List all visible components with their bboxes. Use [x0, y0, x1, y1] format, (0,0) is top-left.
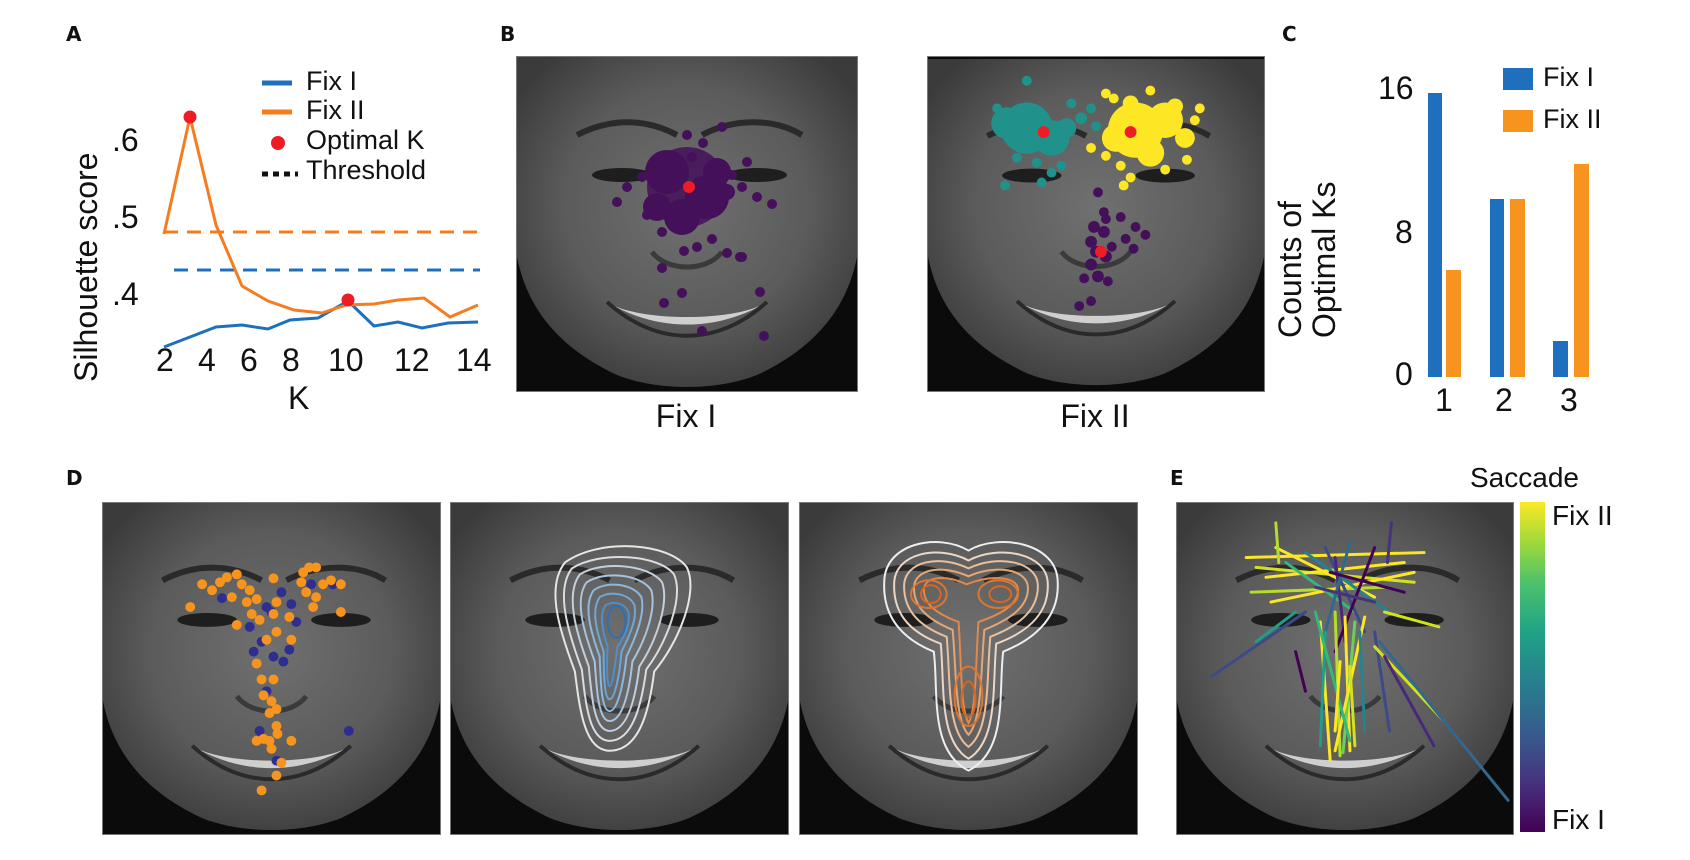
- a-xtick-8: 8: [282, 342, 300, 378]
- a-legend-optimal-k: Optimal K: [306, 125, 425, 155]
- a-xtick-4: 4: [198, 342, 216, 378]
- c-ytick-16: 16: [1378, 70, 1414, 106]
- panel-c-bar-chart: Counts of Optimal Ks 16 8 0 1 2 3 Fix I …: [1272, 40, 1690, 420]
- e-colorbar-title: Saccade: [1470, 462, 1579, 493]
- b-cluster-center: [683, 181, 695, 193]
- a-xtick-12: 12: [394, 342, 430, 378]
- panel-a-silhouette-chart: Silhouette score .6 .5 .4 2 4 6 8 10 12 …: [0, 0, 492, 430]
- c-bar-k2-fix1: [1490, 199, 1504, 377]
- c-bar-k1-fix2: [1446, 270, 1461, 377]
- b-fixation-scatter-fix1: [517, 57, 857, 391]
- c-ytick-8: 8: [1395, 214, 1413, 250]
- panel-label-a: A: [66, 22, 82, 46]
- a-xlabel: K: [288, 380, 310, 416]
- panel-label-c: C: [1282, 22, 1297, 46]
- b-cluster-center: [1124, 126, 1137, 139]
- c-xtick-1: 1: [1435, 382, 1453, 418]
- b-caption-fix1: Fix I: [655, 398, 717, 434]
- c-legend-fix2: Fix II: [1543, 104, 1602, 134]
- e-colorbar-bottom-label: Fix I: [1552, 804, 1605, 835]
- a-ytick-04: .4: [112, 276, 139, 312]
- a-legend-fix1: Fix I: [306, 66, 357, 96]
- b-cluster-center: [1037, 126, 1050, 139]
- a-xtick-2: 2: [156, 342, 174, 378]
- a-optimal-k-marker: [183, 110, 197, 124]
- c-legend-fix1: Fix I: [1543, 62, 1594, 92]
- c-ytick-0: 0: [1395, 356, 1413, 392]
- c-bar-k3-fix2: [1574, 164, 1589, 377]
- a-plot-lines: [162, 80, 480, 349]
- c-bar-k1-fix1: [1428, 93, 1442, 377]
- a-xtick-14: 14: [456, 342, 492, 378]
- a-ytick-06: .6: [112, 122, 139, 158]
- e-saccade-lines: [1177, 503, 1513, 834]
- a-legend-fix2: Fix II: [306, 95, 365, 125]
- d-face-fix2-density: [799, 502, 1138, 835]
- d-face-scatter: [102, 502, 441, 835]
- d-density-contour-fix2: [800, 503, 1137, 834]
- d-fixation-scatter: [103, 503, 440, 834]
- e-face-saccades: [1176, 502, 1514, 835]
- b-fixation-scatter-fix2: [928, 57, 1264, 391]
- a-xtick-6: 6: [240, 342, 258, 378]
- c-xtick-2: 2: [1495, 382, 1513, 418]
- c-xtick-3: 3: [1560, 382, 1578, 418]
- panel-label-d: D: [66, 466, 83, 490]
- c-bar-k3-fix1: [1553, 341, 1568, 377]
- a-optimal-k-marker: [341, 293, 355, 307]
- b-face-fix2: [927, 56, 1265, 392]
- b-caption-fix2: Fix II: [1060, 398, 1130, 434]
- panel-label-b: B: [500, 22, 516, 46]
- panel-label-e: E: [1170, 466, 1184, 490]
- d-density-contour-fix1: [451, 503, 788, 834]
- d-face-fix1-density: [450, 502, 789, 835]
- e-colorbar-top-label: Fix II: [1552, 500, 1613, 531]
- c-bars: [1428, 68, 1589, 377]
- b-cluster-center: [1095, 245, 1107, 258]
- a-xtick-10: 10: [328, 342, 364, 378]
- e-colorbar: [1520, 502, 1545, 832]
- c-bar-k2-fix2: [1510, 199, 1525, 377]
- b-face-fix1: [516, 56, 858, 392]
- a-legend-threshold: Threshold: [306, 155, 427, 185]
- e-colorbar-gradient: [1520, 502, 1545, 832]
- a-ytick-05: .5: [112, 199, 139, 235]
